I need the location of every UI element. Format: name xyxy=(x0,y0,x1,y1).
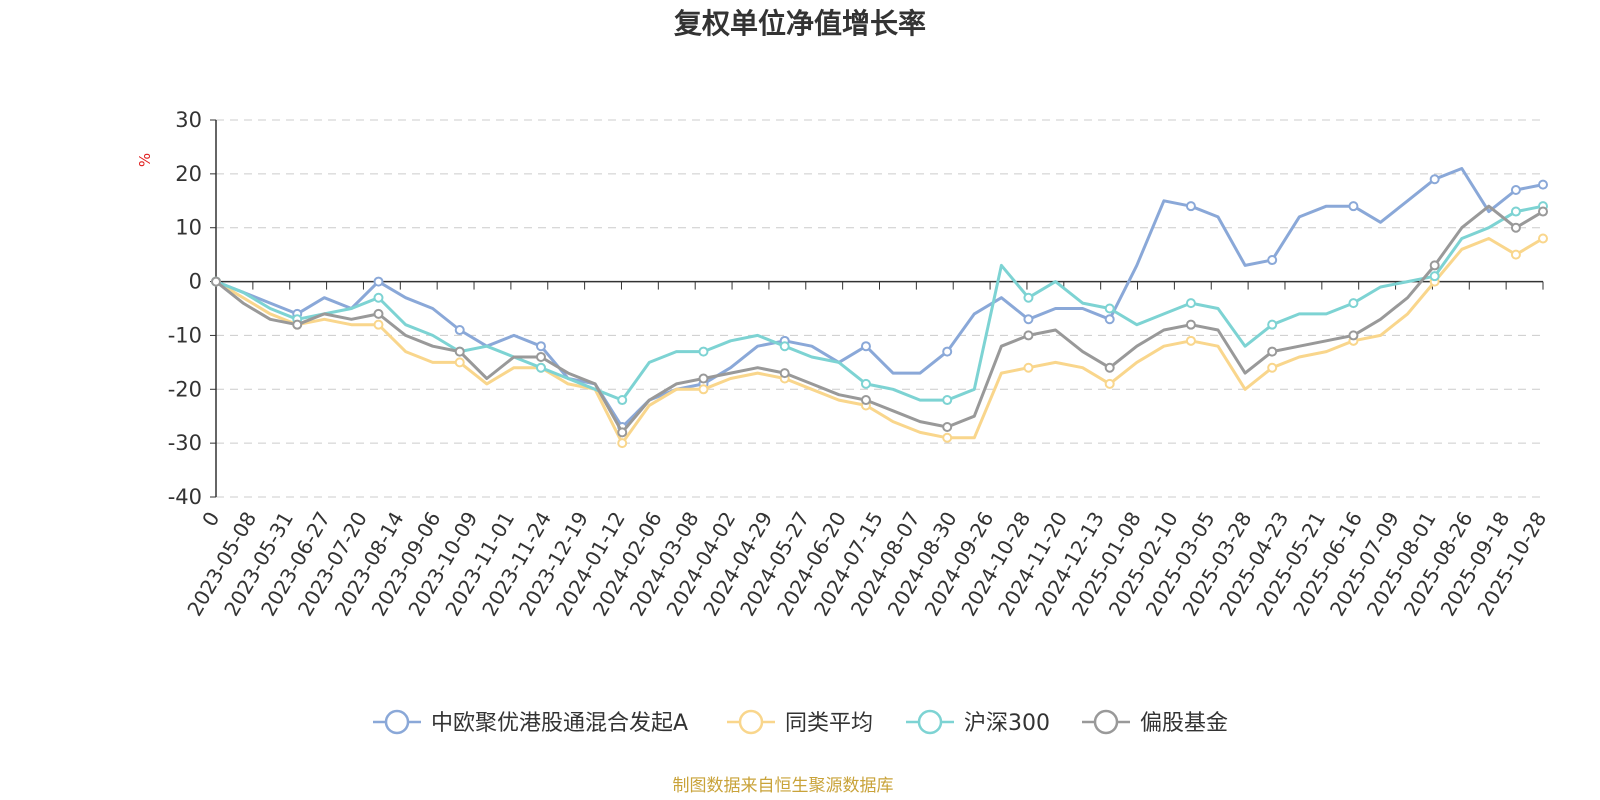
legend-circle-icon xyxy=(384,709,410,735)
series-point xyxy=(1510,222,1521,233)
series-point xyxy=(292,319,303,330)
series-point xyxy=(1510,185,1521,196)
series-point xyxy=(1267,319,1278,330)
legend-item-2[interactable]: 沪深300 xyxy=(906,709,1050,736)
axis-layer: 3020100-10-20-30-4002023-05-082023-05-31… xyxy=(168,108,1552,620)
series-point xyxy=(1538,233,1548,244)
series-point xyxy=(1104,378,1115,389)
series-point xyxy=(860,341,871,352)
y-tick-label: -20 xyxy=(168,377,202,401)
grid-layer xyxy=(216,119,1543,498)
series-point xyxy=(617,395,628,406)
series-point xyxy=(617,438,628,449)
series-point xyxy=(373,292,384,303)
series-point xyxy=(942,432,953,443)
series-point xyxy=(1185,319,1196,330)
series-point xyxy=(1267,362,1278,373)
series-point xyxy=(454,325,465,336)
series-point xyxy=(1538,206,1548,217)
series-point xyxy=(373,276,384,287)
y-tick-label: -40 xyxy=(168,485,202,509)
series-point xyxy=(860,378,871,389)
series-line-3 xyxy=(215,204,1544,434)
series-point xyxy=(1185,298,1196,309)
series-point xyxy=(373,319,384,330)
legend-circle-icon xyxy=(1093,709,1119,735)
legend-item-1[interactable]: 同类平均 xyxy=(727,709,873,736)
series-layer xyxy=(211,167,1548,449)
series-point xyxy=(454,357,465,368)
legend-circle-icon xyxy=(917,709,943,735)
series-point xyxy=(1185,201,1196,212)
y-tick-label: 10 xyxy=(175,216,202,240)
series-point xyxy=(211,276,221,287)
legend-label: 中欧聚优港股通混合发起A xyxy=(431,711,688,736)
series-point xyxy=(860,395,871,406)
y-axis-unit: % xyxy=(136,153,154,167)
series-point xyxy=(535,362,546,373)
y-tick-label: 0 xyxy=(189,270,202,294)
series-point xyxy=(698,346,709,357)
legend-item-0[interactable]: 中欧聚优港股通混合发起A xyxy=(373,709,688,736)
series-point xyxy=(617,427,628,438)
data-source-note: 制图数据来自恒生聚源数据库 xyxy=(673,776,894,796)
legend-label: 偏股基金 xyxy=(1140,711,1228,736)
series-point xyxy=(698,373,709,384)
series-point xyxy=(1267,255,1278,266)
series-line-2 xyxy=(215,204,1544,402)
legend[interactable]: 中欧聚优港股通混合发起A 同类平均 沪深300 偏股基金 xyxy=(373,709,1228,736)
series-point xyxy=(1510,249,1521,260)
legend-circle-icon xyxy=(738,709,764,735)
series-line-1 xyxy=(215,237,1544,445)
series-point xyxy=(1023,314,1034,325)
series-point xyxy=(1348,201,1359,212)
series-line-0 xyxy=(215,167,1544,429)
x-tick-label: 0 xyxy=(197,508,224,531)
series-point xyxy=(779,368,790,379)
y-tick-label: -10 xyxy=(168,323,202,347)
series-point xyxy=(1104,362,1115,373)
series-point xyxy=(779,341,790,352)
series-point xyxy=(535,351,546,362)
series-point xyxy=(1348,298,1359,309)
series-point xyxy=(1429,174,1440,185)
series-point xyxy=(1429,260,1440,271)
series-point xyxy=(373,308,384,319)
legend-item-3[interactable]: 偏股基金 xyxy=(1082,709,1228,736)
series-point xyxy=(1538,179,1548,190)
series-point xyxy=(1104,303,1115,314)
series-point xyxy=(698,384,709,395)
series-point xyxy=(1023,292,1034,303)
y-tick-label: 30 xyxy=(175,108,202,132)
series-point xyxy=(1429,271,1440,282)
legend-label: 同类平均 xyxy=(785,711,873,736)
series-point xyxy=(1185,335,1196,346)
y-tick-label: 20 xyxy=(175,162,202,186)
series-point xyxy=(1267,346,1278,357)
series-point xyxy=(1023,330,1034,341)
series-point xyxy=(942,395,953,406)
series-point xyxy=(1104,314,1115,325)
series-point xyxy=(1023,362,1034,373)
series-point xyxy=(942,421,953,432)
series-point xyxy=(1348,330,1359,341)
series-point xyxy=(454,346,465,357)
series-point xyxy=(535,341,546,352)
series-point xyxy=(1510,206,1521,217)
legend-label: 沪深300 xyxy=(964,711,1050,736)
series-point xyxy=(942,346,953,357)
chart-title: 复权单位净值增长率 xyxy=(674,7,926,40)
y-tick-label: -30 xyxy=(168,431,202,455)
